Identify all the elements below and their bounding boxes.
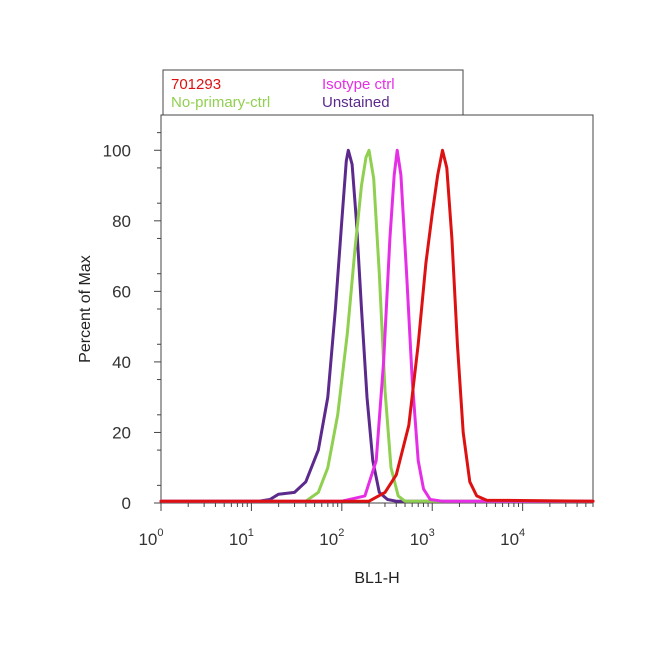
x-axis-title: BL1-H [354,570,399,587]
series-line-isotype-ctrl [159,148,595,503]
legend-item-isotype-ctrl: Isotype ctrl [322,76,395,93]
y-tick-label: 20 [112,423,131,442]
series-layer [159,148,595,503]
y-axis: 0 20 40 60 80 100 [103,132,161,513]
y-tick-label: 60 [112,282,131,301]
x-tick-label: 100 [138,527,163,549]
x-tick-label: 102 [319,527,344,549]
x-tick-label: 104 [500,527,525,549]
series-line-701293 [159,148,595,503]
x-axis: 100 101 102 103 104 [138,503,594,549]
y-tick-label: 40 [112,353,131,372]
x-tick-label: 103 [410,527,435,549]
y-tick-label: 100 [103,141,131,160]
legend: 701293 Isotype ctrl No-primary-ctrl Unst… [162,69,464,116]
x-tick-label: 101 [229,527,254,549]
legend-item-701293: 701293 [171,76,221,93]
y-tick-label: 0 [122,494,131,513]
y-axis-title: Percent of Max [77,255,94,363]
legend-item-unstained: Unstained [322,94,390,111]
y-tick-label: 80 [112,212,131,231]
legend-box [162,69,464,116]
legend-item-no-primary-ctrl: No-primary-ctrl [171,94,270,111]
series-line-unstained [159,148,595,503]
